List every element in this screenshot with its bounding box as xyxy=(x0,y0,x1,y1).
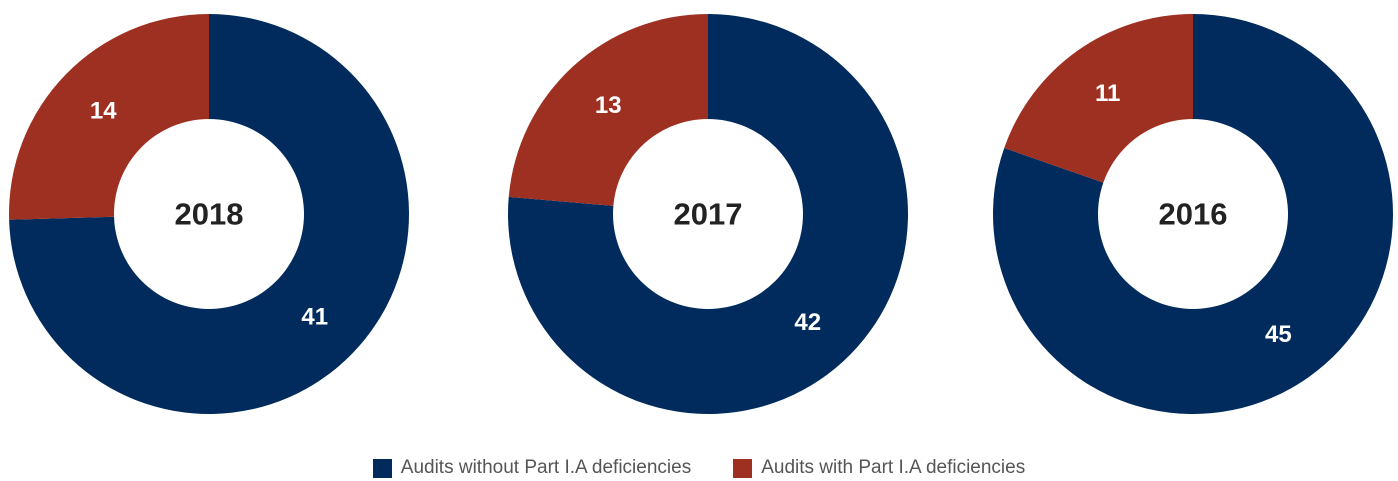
donut-chart-2016: 45 11 2016 xyxy=(993,13,1394,414)
value-label-with-2017: 13 xyxy=(595,92,622,119)
value-label-without-2018: 41 xyxy=(301,303,328,330)
value-label-without-2017: 42 xyxy=(794,309,821,336)
donut-hole-2017 xyxy=(613,119,803,309)
legend-label-without: Audits without Part I.A deficiencies xyxy=(400,457,692,478)
donut-hole-2016 xyxy=(1098,119,1288,309)
legend-label-with: Audits with Part I.A deficiencies xyxy=(761,457,1026,478)
legend: Audits without Part I.A deficiencies Aud… xyxy=(0,455,1398,481)
center-label-2017: 2017 xyxy=(674,197,743,232)
donut-hole-2018 xyxy=(114,119,304,309)
legend-swatch-without xyxy=(372,458,392,478)
donut-chart-2017: 42 13 2017 xyxy=(507,14,909,414)
legend-swatch-with xyxy=(733,458,753,478)
center-label-2016: 2016 xyxy=(1159,197,1228,232)
legend-item-with: Audits with Part I.A deficiencies xyxy=(733,457,1025,479)
value-label-with-2016: 11 xyxy=(1095,80,1120,107)
value-label-without-2016: 45 xyxy=(1265,321,1292,348)
donut-chart-2018: 41 14 2018 xyxy=(9,14,410,414)
center-label-2018: 2018 xyxy=(175,197,244,232)
value-label-with-2018: 14 xyxy=(90,98,117,125)
legend-item-without: Audits without Part I.A deficiencies xyxy=(372,457,692,479)
